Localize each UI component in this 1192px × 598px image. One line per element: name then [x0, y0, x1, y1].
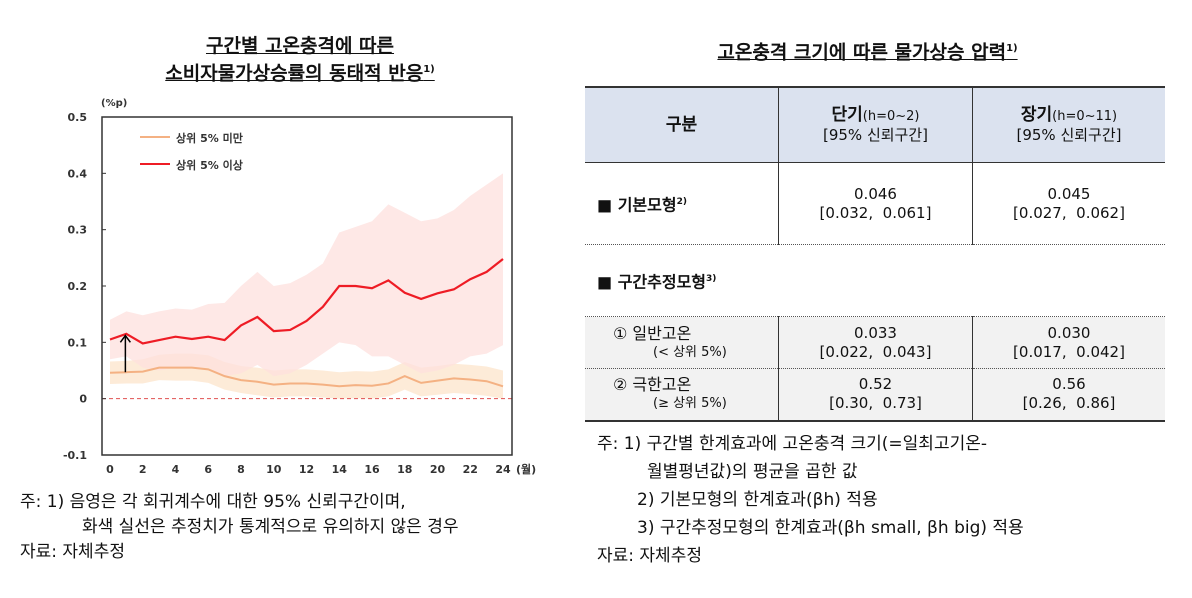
row-long-value: 0.56 — [1052, 375, 1086, 394]
header-short-range: (h=0~2) — [862, 108, 920, 124]
right-note-3: 3) 구간추정모형의 한계효과(βh small, βh big) 적용 — [637, 518, 1024, 538]
result-table: 구분 단기(h=0~2) [95% 신뢰구간] 장기(h=0~11) [95% 신뢰… — [585, 86, 1165, 422]
series-line-2 — [109, 258, 504, 345]
table-header-row: 구분 단기(h=0~2) [95% 신뢰구간] 장기(h=0~11) [95% 신뢰… — [585, 87, 1165, 163]
row-short-value: 0.033 — [854, 323, 897, 342]
x-tick-label: 18 — [397, 463, 412, 476]
y-tick-label: 0.1 — [68, 336, 88, 349]
section-label-text: ■ 구간추정모형 — [597, 272, 707, 292]
left-notes: 주: 1) 음영은 각 회귀계수에 대한 95% 신뢰구간이며, 화색 실선은 … — [20, 490, 459, 565]
header-long-sub: [95% 신뢰구간] — [1016, 125, 1122, 144]
header-long: 장기(h=0~11) [95% 신뢰구간] — [972, 87, 1165, 163]
x-tick-label: 2 — [139, 463, 147, 476]
basic-label-text: ■ 기본모형 — [597, 195, 677, 215]
x-tick-label: 14 — [332, 463, 348, 476]
legend-label-2: 상위 5% 이상 — [176, 158, 243, 172]
row-long-ci: [0.017, 0.042] — [1013, 342, 1125, 361]
header-short-sub: [95% 신뢰구간] — [822, 125, 928, 144]
row-long: 0.56 [0.26, 0.86] — [972, 368, 1165, 421]
basic-long-ci: [0.027, 0.062] — [1013, 203, 1125, 222]
header-category: 구분 — [585, 87, 779, 163]
confidence-band-2 — [110, 173, 503, 377]
x-tick-label: 12 — [299, 463, 314, 476]
chart-title: 구간별 고온충격에 따른 소비자물가상승률의 동태적 반응1) — [60, 34, 540, 85]
x-tick-label: 10 — [266, 463, 282, 476]
table-row: ① 일반고온 (< 상위 5%) 0.033 [0.022, 0.043] 0.03… — [585, 316, 1165, 369]
y-tick-label: 0.4 — [68, 167, 88, 180]
row-long-ci: [0.26, 0.86] — [1022, 394, 1116, 413]
header-long-label: 장기 — [1020, 104, 1053, 125]
right-source: 자료: 자체추정 — [597, 546, 702, 566]
arrow-head-icon — [119, 334, 131, 343]
y-tick-label: 0.3 — [68, 224, 88, 237]
x-tick-label: 22 — [463, 463, 478, 476]
row-short: 0.033 [0.022, 0.043] — [778, 316, 973, 369]
left-note-1: 주: 1) 음영은 각 회귀계수에 대한 95% 신뢰구간이며, — [20, 492, 406, 512]
right-note-1: 주: 1) 구간별 한계효과에 고온충격 크기(=일최고기온- — [597, 434, 988, 454]
header-short-label: 단기 — [831, 104, 863, 125]
table-row-basic: ■ 기본모형2) 0.046 [0.032, 0.061] 0.045 [0.027… — [585, 162, 1165, 245]
chart-title-line2-text: 소비자물가상승률의 동태적 반응 — [165, 62, 424, 85]
x-tick-label: 24 — [495, 463, 511, 476]
table-row: ② 극한고온 (≥ 상위 5%) 0.52 [0.30, 0.73] 0.56 [0.… — [585, 368, 1165, 421]
row-long: 0.030 [0.017, 0.042] — [972, 316, 1165, 369]
x-tick-label: 16 — [364, 463, 380, 476]
right-note-1-cont: 월별평년값)의 평균을 곱한 값 — [647, 462, 858, 482]
basic-short: 0.046 [0.032, 0.061] — [778, 162, 973, 245]
section-label: ■ 구간추정모형3) — [585, 244, 1165, 317]
row-label: ① 일반고온 (< 상위 5%) — [585, 316, 779, 369]
x-axis-label: (월) — [516, 462, 536, 476]
basic-long: 0.045 [0.027, 0.062] — [972, 162, 1165, 245]
series-line-1 — [109, 366, 504, 388]
right-note-2: 2) 기본모형의 한계효과(βh) 적용 — [637, 490, 878, 510]
table-title: 고온충격 크기에 따른 물가상승 압력1) — [585, 37, 1150, 64]
row-label-text: ① 일반고온 — [613, 323, 692, 343]
row-long-value: 0.030 — [1047, 323, 1091, 342]
row-label: ② 극한고온 (≥ 상위 5%) — [585, 368, 779, 421]
basic-short-ci: [0.032, 0.061] — [819, 203, 932, 222]
y-tick-label: 0.5 — [68, 111, 88, 124]
x-tick-label: 20 — [430, 463, 446, 476]
table-section-row: ■ 구간추정모형3) — [585, 244, 1165, 317]
y-tick-label: -0.1 — [63, 449, 87, 462]
chart-title-line2: 소비자물가상승률의 동태적 반응1) — [60, 58, 540, 85]
row-short: 0.52 [0.30, 0.73] — [778, 368, 973, 421]
x-tick-label: 0 — [106, 463, 114, 476]
row-short-ci: [0.30, 0.73] — [829, 394, 922, 413]
x-tick-label: 6 — [204, 463, 212, 476]
row-short-ci: [0.022, 0.043] — [819, 342, 932, 361]
left-note-1-cont: 화색 실선은 추정치가 통계적으로 유의하지 않은 경우 — [82, 517, 459, 537]
row-label-text: ② 극한고온 — [613, 375, 692, 395]
header-long-range: (h=0~11) — [1052, 108, 1118, 124]
section-note: 3) — [706, 273, 717, 284]
header-short: 단기(h=0~2) [95% 신뢰구간] — [778, 87, 973, 163]
basic-note: 2) — [676, 196, 687, 207]
row-label-sub: (< 상위 5%) — [653, 344, 727, 360]
legend-label-1: 상위 5% 미만 — [176, 131, 243, 145]
basic-label: ■ 기본모형2) — [585, 162, 779, 245]
chart-title-note: 1) — [423, 64, 435, 75]
row-short-value: 0.52 — [858, 375, 893, 394]
y-tick-label: 0.2 — [68, 280, 88, 293]
table-title-text: 고온충격 크기에 따른 물가상승 압력 — [717, 41, 1007, 64]
left-source: 자료: 자체추정 — [20, 542, 125, 562]
x-tick-label: 8 — [237, 463, 245, 476]
basic-short-value: 0.046 — [854, 184, 897, 203]
right-notes: 주: 1) 구간별 한계효과에 고온충격 크기(=일최고기온- 월별평년값)의 … — [597, 430, 1024, 570]
basic-long-value: 0.045 — [1047, 184, 1091, 203]
chart-title-line1: 구간별 고온충격에 따른 — [205, 35, 395, 57]
x-tick-label: 4 — [172, 463, 180, 476]
table-title-note: 1) — [1006, 43, 1018, 54]
header-category-label: 구분 — [665, 114, 698, 135]
line-chart: 0.50.40.30.20.10-0.10 2 4 6 8 10 12 14 16 18 20 22 2… — [63, 98, 536, 476]
row-label-sub: (≥ 상위 5%) — [653, 396, 727, 412]
y-tick-label: 0 — [79, 393, 87, 406]
y-axis-label: (%p) — [101, 98, 127, 109]
